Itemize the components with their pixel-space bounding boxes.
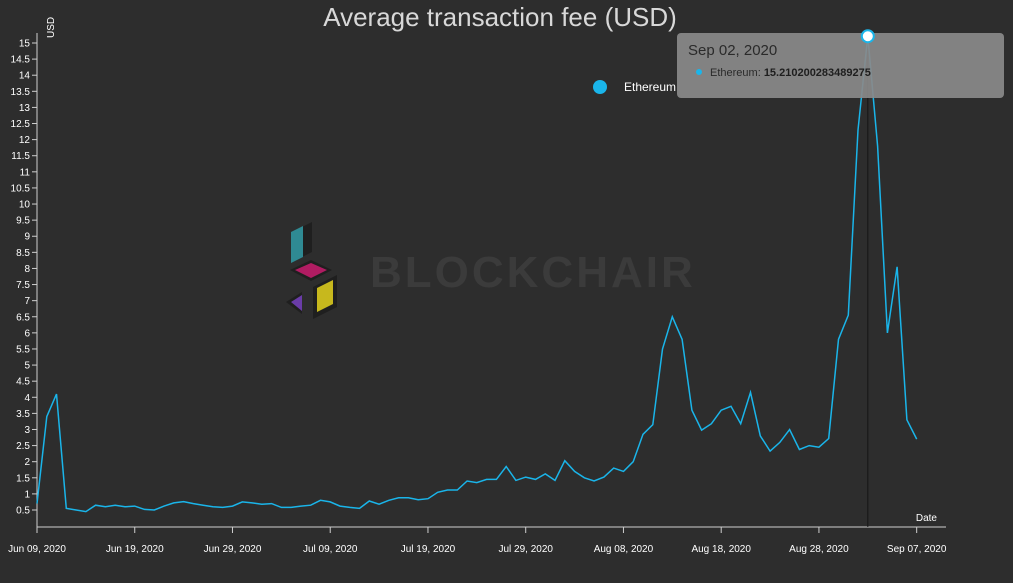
y-tick-label: 2.5 (16, 441, 30, 452)
y-tick-label: 13 (19, 103, 31, 114)
y-tick-label: 9.5 (16, 216, 30, 227)
tooltip: Sep 02, 2020 Ethereum: 15.21020028348927… (677, 33, 1004, 98)
y-tick-label: 14 (19, 71, 31, 82)
y-tick-label: 6 (24, 328, 30, 339)
y-tick-label: 2 (24, 457, 30, 468)
x-tick-label: Jun 29, 2020 (204, 544, 262, 555)
y-tick-label: 8 (24, 264, 30, 275)
y-tick-label: 6.5 (16, 312, 30, 323)
y-tick-label: 1 (24, 489, 30, 500)
x-tick-label: Aug 08, 2020 (594, 544, 654, 555)
y-tick-label: 4 (24, 393, 30, 404)
y-tick-label: 10.5 (11, 183, 31, 194)
y-tick-label: 1.5 (16, 473, 30, 484)
y-tick-label: 3 (24, 425, 30, 436)
tooltip-date: Sep 02, 2020 (688, 42, 777, 59)
y-axis-unit: USD (46, 17, 57, 38)
tooltip-series-value: 15.210200283489275 (764, 67, 871, 79)
x-axis-label: Date (916, 513, 938, 524)
y-tick-label: 11 (20, 167, 31, 178)
watermark-text: BLOCKCHAIR (370, 248, 696, 297)
x-tick-label: Jul 09, 2020 (303, 544, 358, 555)
y-tick-label: 10 (19, 200, 31, 211)
x-axis-ticks: Jun 09, 2020 Jun 19, 2020 Jun 29, 2020 Jul … (8, 527, 947, 555)
tooltip-series-text: Ethereum: 15.210200283489275 (710, 67, 871, 79)
x-tick-label: Sep 07, 2020 (887, 544, 947, 555)
y-tick-label: 15 (19, 39, 31, 50)
legend[interactable]: Ethereum (593, 80, 676, 94)
legend-marker-ethereum[interactable] (593, 80, 607, 94)
y-tick-label: 5 (24, 361, 30, 372)
y-tick-label: 3.5 (16, 409, 30, 420)
x-tick-label: Jul 19, 2020 (401, 544, 456, 555)
y-tick-label: 7.5 (16, 280, 30, 291)
y-tick-label: 12.5 (11, 119, 31, 130)
legend-label-ethereum[interactable]: Ethereum (624, 80, 676, 94)
ethereum-series-line[interactable] (36, 36, 918, 513)
blockchair-watermark: BLOCKCHAIR (286, 222, 696, 319)
y-tick-label: 14.5 (11, 55, 31, 66)
y-tick-label: 4.5 (16, 377, 30, 388)
y-tick-label: 8.5 (16, 248, 30, 259)
y-tick-label: 0.5 (16, 506, 30, 517)
tooltip-series-marker (696, 69, 702, 75)
y-tick-label: 7 (24, 296, 30, 307)
x-tick-label: Jun 09, 2020 (8, 544, 66, 555)
y-tick-label: 12 (19, 135, 31, 146)
hover-data-point[interactable] (860, 29, 875, 44)
x-tick-label: Jul 29, 2020 (498, 544, 553, 555)
blockchair-logo-icon (286, 222, 337, 319)
tooltip-box (677, 33, 1004, 98)
tooltip-series-label: Ethereum: (710, 67, 764, 79)
chart-title: Average transaction fee (USD) (323, 2, 677, 32)
y-tick-label: 5.5 (16, 344, 30, 355)
y-axis-ticks: 0.511.522.533.544.555.566.577.588.599.51… (11, 39, 37, 517)
y-tick-label: 11.5 (11, 151, 30, 162)
y-tick-label: 13.5 (11, 87, 31, 98)
x-tick-label: Aug 28, 2020 (789, 544, 849, 555)
x-tick-label: Aug 18, 2020 (691, 544, 751, 555)
x-tick-label: Jun 19, 2020 (106, 544, 164, 555)
y-tick-label: 9 (24, 232, 30, 243)
